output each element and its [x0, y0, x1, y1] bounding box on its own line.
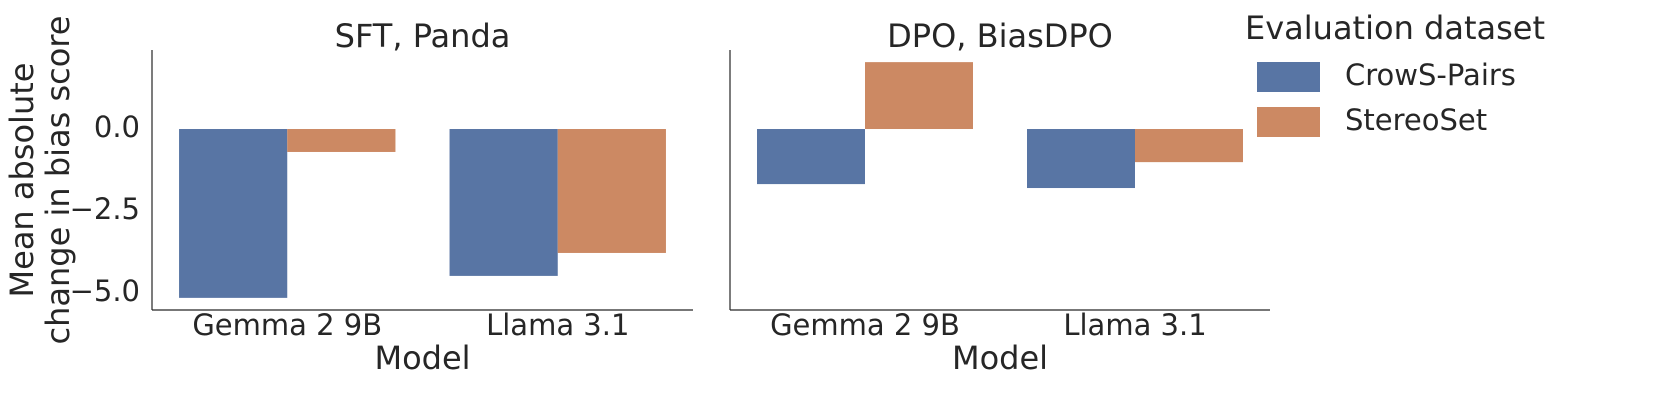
- legend-label: CrowS-Pairs: [1345, 58, 1516, 92]
- x-tick-label: Llama 3.1: [1063, 308, 1206, 342]
- y-tick-label: −2.5: [70, 192, 140, 226]
- legend-title: Evaluation dataset: [1245, 9, 1545, 47]
- bar: [557, 129, 666, 253]
- bar: [179, 129, 288, 298]
- bar: [757, 129, 865, 185]
- bar: [1027, 129, 1135, 189]
- x-tick-label: Gemma 2 9B: [192, 308, 382, 342]
- legend-label: StereoSet: [1345, 103, 1487, 137]
- y-tick-label: −5.0: [70, 274, 140, 308]
- legend-swatch: [1257, 107, 1320, 137]
- panel-title: DPO, BiasDPO: [887, 17, 1113, 55]
- x-tick-label: Llama 3.1: [486, 308, 629, 342]
- y-axis-label: change in bias score: [39, 16, 77, 345]
- bar: [1135, 129, 1243, 163]
- bar: [287, 129, 396, 152]
- x-axis-label: Model: [374, 339, 470, 377]
- x-axis-label: Model: [952, 339, 1048, 377]
- legend-swatch: [1257, 62, 1320, 92]
- y-tick-label: 0.0: [94, 110, 140, 144]
- bar: [865, 62, 973, 130]
- y-axis-label: Mean absolute: [3, 63, 41, 298]
- panel-title: SFT, Panda: [335, 17, 511, 55]
- bar: [449, 129, 558, 276]
- x-tick-label: Gemma 2 9B: [770, 308, 960, 342]
